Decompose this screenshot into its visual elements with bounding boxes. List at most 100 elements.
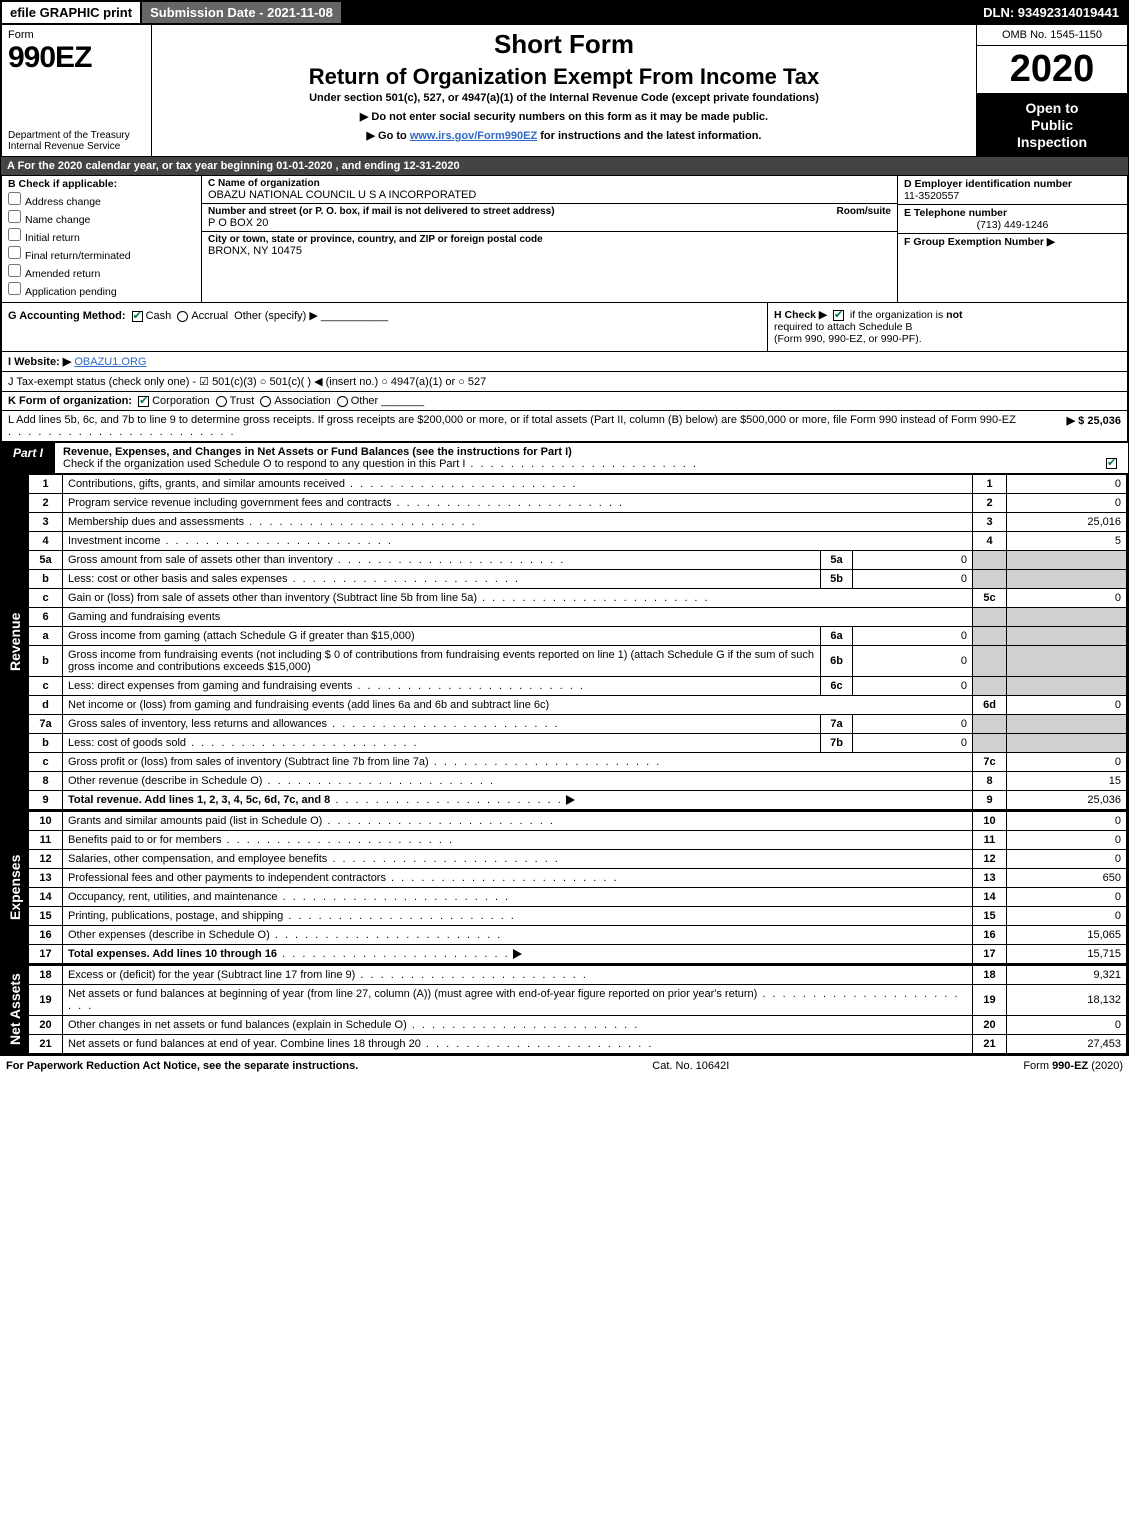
f-label: F Group Exemption Number ▶: [904, 236, 1121, 248]
line-13-val: 650: [1007, 869, 1127, 888]
line-11-n: 11: [973, 831, 1007, 850]
efile-print-button[interactable]: efile GRAPHIC print: [2, 2, 142, 23]
part1-title: Revenue, Expenses, and Changes in Net As…: [63, 446, 1120, 458]
inspect-1: Open to: [981, 100, 1123, 117]
k-line: K Form of organization: Corporation Trus…: [0, 392, 1129, 411]
org-name: OBAZU NATIONAL COUNCIL U S A INCORPORATE…: [208, 189, 891, 201]
line-6b-text: Gross income from fundraising events (no…: [68, 649, 814, 673]
line-7c-text: Gross profit or (loss) from sales of inv…: [68, 756, 429, 768]
line-16-n: 16: [973, 926, 1007, 945]
line-12-n: 12: [973, 850, 1007, 869]
line-11-val: 0: [1007, 831, 1127, 850]
line-15-val: 0: [1007, 907, 1127, 926]
k-label: K Form of organization:: [8, 395, 132, 407]
line-6a-text: Gross income from gaming (attach Schedul…: [68, 630, 415, 642]
line-9-val: 25,036: [1007, 791, 1127, 810]
line-14-val: 0: [1007, 888, 1127, 907]
line-14-text: Occupancy, rent, utilities, and maintena…: [68, 891, 278, 903]
line-7c-n: 7c: [973, 753, 1007, 772]
revenue-vertical-label: Revenue: [2, 474, 28, 810]
line-6b-subval: 0: [853, 646, 973, 677]
line-10-n: 10: [973, 812, 1007, 831]
line-5a-text: Gross amount from sale of assets other t…: [68, 554, 333, 566]
part1-tag: Part I: [1, 443, 55, 473]
website-link[interactable]: OBAZU1.ORG: [74, 356, 146, 368]
line-18-n: 18: [973, 966, 1007, 985]
line-11-text: Benefits paid to or for members: [68, 834, 221, 846]
chk-cash[interactable]: [132, 311, 143, 322]
chk-schedule-o[interactable]: [1106, 458, 1117, 469]
k-corp: Corporation: [152, 395, 209, 407]
dept-treasury: Department of the Treasury: [8, 130, 145, 141]
b-heading: B Check if applicable:: [8, 178, 195, 190]
line-5b-sub: 5b: [821, 570, 853, 589]
form-word: Form: [8, 29, 145, 41]
irs-link[interactable]: www.irs.gov/Form990EZ: [410, 130, 537, 142]
inspect-2: Public: [981, 117, 1123, 134]
line-5b-subval: 0: [853, 570, 973, 589]
line-4-text: Investment income: [68, 535, 160, 547]
line-18-val: 9,321: [1007, 966, 1127, 985]
line-4-n: 4: [973, 532, 1007, 551]
part1-check-line: Check if the organization used Schedule …: [63, 458, 698, 470]
line-2-text: Program service revenue including govern…: [68, 497, 391, 509]
line-12-val: 0: [1007, 850, 1127, 869]
line-6a-subval: 0: [853, 627, 973, 646]
line-21-val: 27,453: [1007, 1035, 1127, 1054]
chk-name-change[interactable]: Name change: [8, 210, 195, 226]
room-label: Room/suite: [837, 206, 891, 217]
line-5c-val: 0: [1007, 589, 1127, 608]
top-bar: efile GRAPHIC print Submission Date - 20…: [0, 0, 1129, 25]
line-7a-sub: 7a: [821, 715, 853, 734]
chk-pending[interactable]: Application pending: [8, 282, 195, 298]
form-header: Form 990EZ Department of the Treasury In…: [0, 25, 1129, 156]
arrow-icon: [513, 949, 522, 959]
gh-row: G Accounting Method: Cash Accrual Other …: [0, 303, 1129, 352]
chk-schedule-b[interactable]: [833, 310, 844, 321]
chk-initial-return[interactable]: Initial return: [8, 228, 195, 244]
line-16-text: Other expenses (describe in Schedule O): [68, 929, 270, 941]
e-label: E Telephone number: [904, 207, 1121, 219]
line-5c-n: 5c: [973, 589, 1007, 608]
k-assoc: Association: [274, 395, 330, 407]
line-7b-subval: 0: [853, 734, 973, 753]
line-9-n: 9: [973, 791, 1007, 810]
chk-amended[interactable]: Amended return: [8, 264, 195, 280]
line-8-text: Other revenue (describe in Schedule O): [68, 775, 262, 787]
line-1-text: Contributions, gifts, grants, and simila…: [68, 478, 345, 490]
expenses-vertical-label: Expenses: [2, 811, 28, 964]
street-value: P O BOX 20: [208, 217, 891, 229]
i-label: I Website: ▶: [8, 356, 71, 368]
line-14-n: 14: [973, 888, 1007, 907]
chk-trust[interactable]: [216, 396, 227, 407]
line-7b-text: Less: cost of goods sold: [68, 737, 186, 749]
j-line: J Tax-exempt status (check only one) - ☑…: [0, 372, 1129, 392]
chk-accrual[interactable]: [177, 311, 188, 322]
line-10-val: 0: [1007, 812, 1127, 831]
chk-assoc[interactable]: [260, 396, 271, 407]
line-6a-sub: 6a: [821, 627, 853, 646]
section-b-checkboxes: B Check if applicable: Address change Na…: [2, 176, 202, 302]
section-bcdef: B Check if applicable: Address change Na…: [0, 176, 1129, 303]
line-20-n: 20: [973, 1016, 1007, 1035]
ssn-warning: ▶ Do not enter social security numbers o…: [158, 110, 970, 123]
line-15-text: Printing, publications, postage, and shi…: [68, 910, 283, 922]
l-amount: ▶ $ 25,036: [1021, 414, 1121, 438]
chk-final-return[interactable]: Final return/terminated: [8, 246, 195, 262]
d-label: D Employer identification number: [904, 178, 1121, 190]
chk-other[interactable]: [337, 396, 348, 407]
line-17-text: Total expenses. Add lines 10 through 16: [68, 948, 277, 960]
line-15-n: 15: [973, 907, 1007, 926]
footer-left: For Paperwork Reduction Act Notice, see …: [6, 1060, 358, 1072]
line-6-text: Gaming and fundraising events: [63, 608, 973, 627]
line-18-text: Excess or (deficit) for the year (Subtra…: [68, 969, 355, 981]
form-number: 990EZ: [8, 41, 145, 75]
line-19-n: 19: [973, 985, 1007, 1016]
chk-address-change[interactable]: Address change: [8, 192, 195, 208]
k-trust: Trust: [230, 395, 255, 407]
line-5a-sub: 5a: [821, 551, 853, 570]
city-label: City or town, state or province, country…: [208, 234, 891, 245]
chk-corp[interactable]: [138, 396, 149, 407]
subtitle: Under section 501(c), 527, or 4947(a)(1)…: [158, 92, 970, 104]
line-7b-sub: 7b: [821, 734, 853, 753]
